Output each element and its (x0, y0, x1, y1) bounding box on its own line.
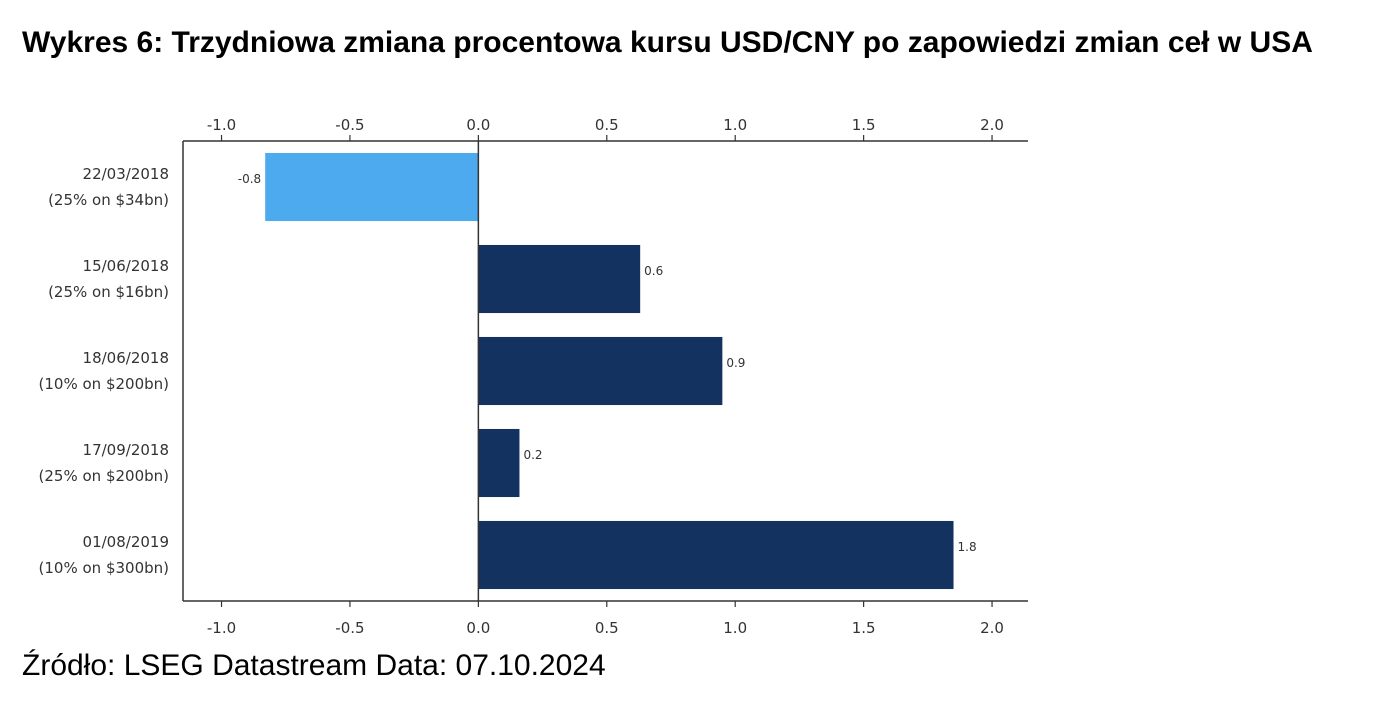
top-tick-label: 0.5 (595, 116, 619, 134)
category-label-5-line-1: 01/08/2019 (83, 533, 169, 551)
bar-5 (478, 520, 954, 590)
bar-2 (478, 244, 641, 314)
category-label-1-line-2: (25% on $34bn) (48, 191, 169, 209)
category-label-4-line-2: (25% on $200bn) (39, 467, 169, 485)
plot-frame (182, 140, 1028, 602)
bottom-axis: -1.0 -0.5 0.0 0.5 1.0 1.5 2.0 (207, 601, 1004, 637)
top-tick-label: 2.0 (980, 116, 1004, 134)
data-label-5: 1.8 (958, 540, 977, 554)
top-tick-label: 1.5 (852, 116, 876, 134)
bar-4 (478, 428, 520, 498)
category-label-4-line-1: 17/09/2018 (83, 441, 169, 459)
category-axis: 22/03/2018 (25% on $34bn) 15/06/2018 (25% o… (39, 165, 169, 577)
source-note: Źródło: LSEG Datastream Data: 07.10.2024 (22, 649, 606, 682)
data-label-3: 0.9 (726, 356, 745, 370)
category-label-1-line-1: 22/03/2018 (83, 165, 169, 183)
bottom-tick-label: -0.5 (335, 619, 364, 637)
bottom-tick-label: 0.5 (595, 619, 619, 637)
category-label-2-line-2: (25% on $16bn) (48, 283, 169, 301)
data-label-1: -0.8 (238, 172, 261, 186)
bottom-tick-label: 2.0 (980, 619, 1004, 637)
top-tick-label: 0.0 (466, 116, 490, 134)
bottom-tick-label: 1.5 (852, 619, 876, 637)
bar-chart: -0.8 0.6 0.9 0.2 1.8 -1.0 -0.5 0.0 0.5 1.0 1.5 2.0… (39, 116, 1028, 637)
data-labels-group: -0.8 0.6 0.9 0.2 1.8 (238, 172, 977, 554)
chart-title: Wykres 6: Trzydniowa zmiana procentowa k… (22, 26, 1313, 59)
category-label-3-line-2: (10% on $200bn) (39, 375, 169, 393)
top-axis: -1.0 -0.5 0.0 0.5 1.0 1.5 2.0 (207, 116, 1004, 141)
bottom-tick-label: 0.0 (466, 619, 490, 637)
top-tick-label: -0.5 (335, 116, 364, 134)
data-label-4: 0.2 (523, 448, 542, 462)
bottom-tick-label: 1.0 (723, 619, 747, 637)
bar-3 (478, 336, 723, 406)
category-label-5-line-2: (10% on $300bn) (39, 559, 169, 577)
bar-1 (265, 152, 479, 222)
bars-group (265, 141, 954, 601)
top-tick-label: -1.0 (207, 116, 236, 134)
category-label-3-line-1: 18/06/2018 (83, 349, 169, 367)
data-label-2: 0.6 (644, 264, 663, 278)
category-label-2-line-1: 15/06/2018 (83, 257, 169, 275)
bottom-tick-label: -1.0 (207, 619, 236, 637)
top-tick-label: 1.0 (723, 116, 747, 134)
